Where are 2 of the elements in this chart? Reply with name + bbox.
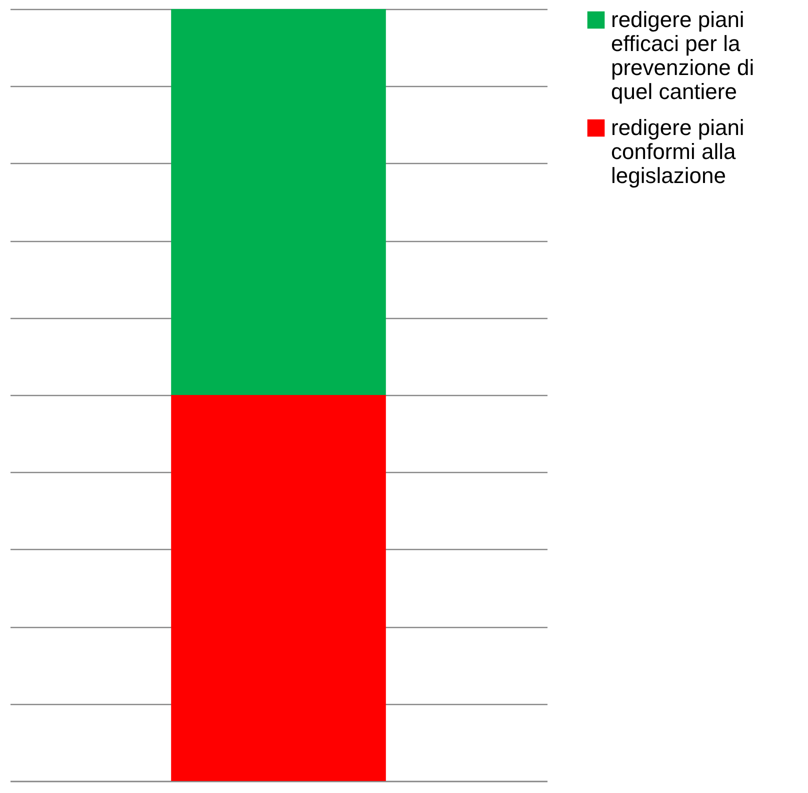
legend-label: redigere piani efficaci per la prevenzione di quel cantiere [611, 7, 754, 104]
legend-label: redigere piani conformi alla legislazione [611, 115, 744, 188]
